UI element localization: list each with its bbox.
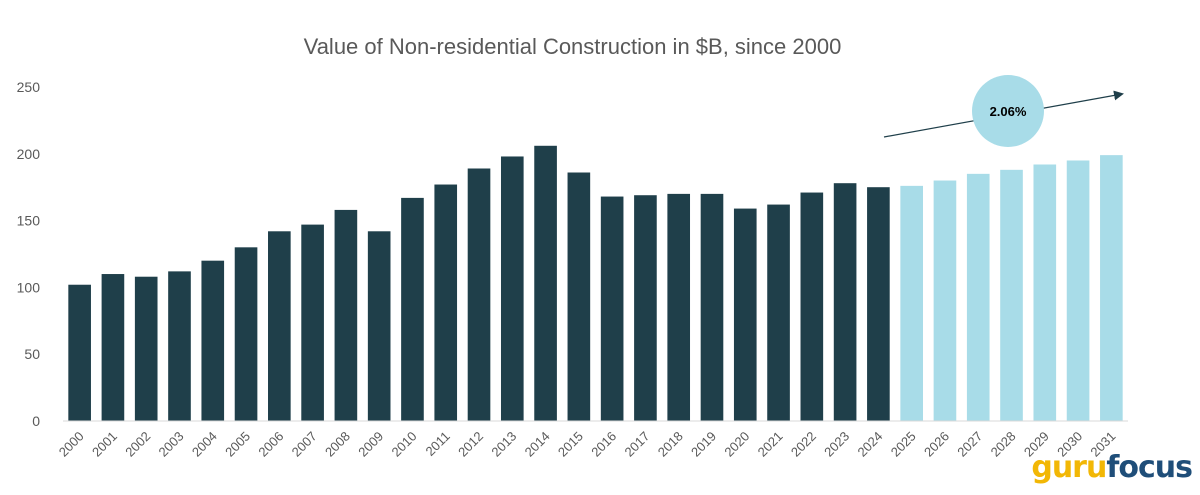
y-tick-label: 0 [32, 413, 40, 429]
bar-2012 [467, 168, 491, 421]
growth-rate-label: 2.06% [990, 104, 1027, 119]
bars [68, 145, 1123, 422]
bar-2029 [1033, 164, 1057, 421]
logo-part-focus: focus [1106, 450, 1193, 485]
bar-2022 [800, 192, 824, 421]
bar-2030 [1066, 160, 1090, 422]
chart-title: Value of Non-residential Construction in… [303, 34, 842, 59]
x-tick-label: 2022 [788, 429, 819, 460]
bar-2005 [234, 247, 258, 421]
x-tick-label: 2024 [854, 429, 885, 460]
y-axis: 0 50 100 150 200 250 [17, 79, 41, 429]
x-tick-label: 2018 [655, 429, 686, 460]
bar-2017 [634, 195, 657, 421]
x-tick-label: 2009 [355, 429, 386, 460]
y-tick-label: 250 [17, 79, 41, 95]
x-tick-label: 2021 [755, 429, 786, 460]
bar-2008 [334, 209, 358, 421]
bar-2004 [201, 260, 225, 421]
x-tick-label: 2019 [688, 429, 719, 460]
bar-2009 [367, 231, 391, 421]
bar-2019 [700, 193, 724, 421]
bar-2031 [1100, 155, 1123, 422]
x-tick-label: 2011 [422, 429, 452, 459]
x-tick-label: 2010 [389, 429, 420, 460]
y-tick-label: 50 [24, 346, 40, 362]
x-tick-label: 2007 [289, 429, 320, 460]
bar-2006 [268, 231, 291, 421]
logo-part-guru: guru [1031, 450, 1107, 485]
x-tick-label: 2028 [988, 429, 1019, 460]
bar-2025 [900, 185, 923, 421]
x-tick-label: 2016 [588, 429, 619, 460]
bar-2015 [567, 172, 591, 421]
bar-2010 [401, 197, 424, 421]
x-tick-label: 2004 [189, 429, 220, 460]
x-tick-label: 2014 [522, 429, 553, 460]
bar-2020 [733, 208, 757, 421]
bar-2001 [101, 274, 125, 421]
bar-2023 [833, 183, 857, 421]
bar-2026 [933, 180, 957, 421]
growth-bubble [972, 75, 1044, 147]
x-tick-label: 2002 [122, 429, 153, 460]
bar-2003 [168, 271, 191, 421]
trend-annotation: 2.06% [883, 75, 1124, 147]
bar-2000 [68, 284, 91, 421]
bar-2013 [500, 156, 524, 422]
x-tick-label: 2000 [56, 429, 87, 460]
y-tick-label: 150 [17, 213, 41, 229]
x-tick-label: 2027 [954, 429, 985, 460]
x-tick-label: 2017 [621, 429, 652, 460]
x-tick-label: 2008 [322, 429, 353, 460]
bar-2014 [534, 145, 557, 421]
bar-2024 [867, 187, 890, 421]
x-tick-label: 2025 [888, 429, 919, 460]
x-tick-label: 2023 [821, 429, 852, 460]
gurufocus-logo: gurufocus [1031, 450, 1193, 485]
x-tick-label: 2020 [721, 429, 752, 460]
bar-2028 [1000, 169, 1023, 421]
x-tick-label: 2001 [89, 429, 120, 460]
bar-2002 [134, 276, 158, 421]
x-tick-label: 2026 [921, 429, 952, 460]
x-tick-label: 2012 [455, 429, 486, 460]
bar-2007 [301, 224, 324, 421]
y-tick-label: 200 [17, 146, 41, 162]
x-tick-label: 2013 [488, 429, 519, 460]
x-tick-label: 2005 [222, 429, 253, 460]
bar-2027 [966, 173, 990, 421]
y-tick-label: 100 [17, 279, 41, 295]
bar-2011 [434, 184, 458, 421]
bar-2016 [600, 196, 624, 421]
bar-2021 [767, 204, 790, 421]
x-axis: 2000 2001 2002 2003 2004 2005 2006 2007 2008 2009… [56, 429, 1119, 460]
bar-2018 [667, 193, 691, 421]
x-tick-label: 2006 [255, 429, 286, 460]
x-tick-label: 2015 [555, 429, 586, 460]
x-tick-label: 2003 [156, 429, 187, 460]
